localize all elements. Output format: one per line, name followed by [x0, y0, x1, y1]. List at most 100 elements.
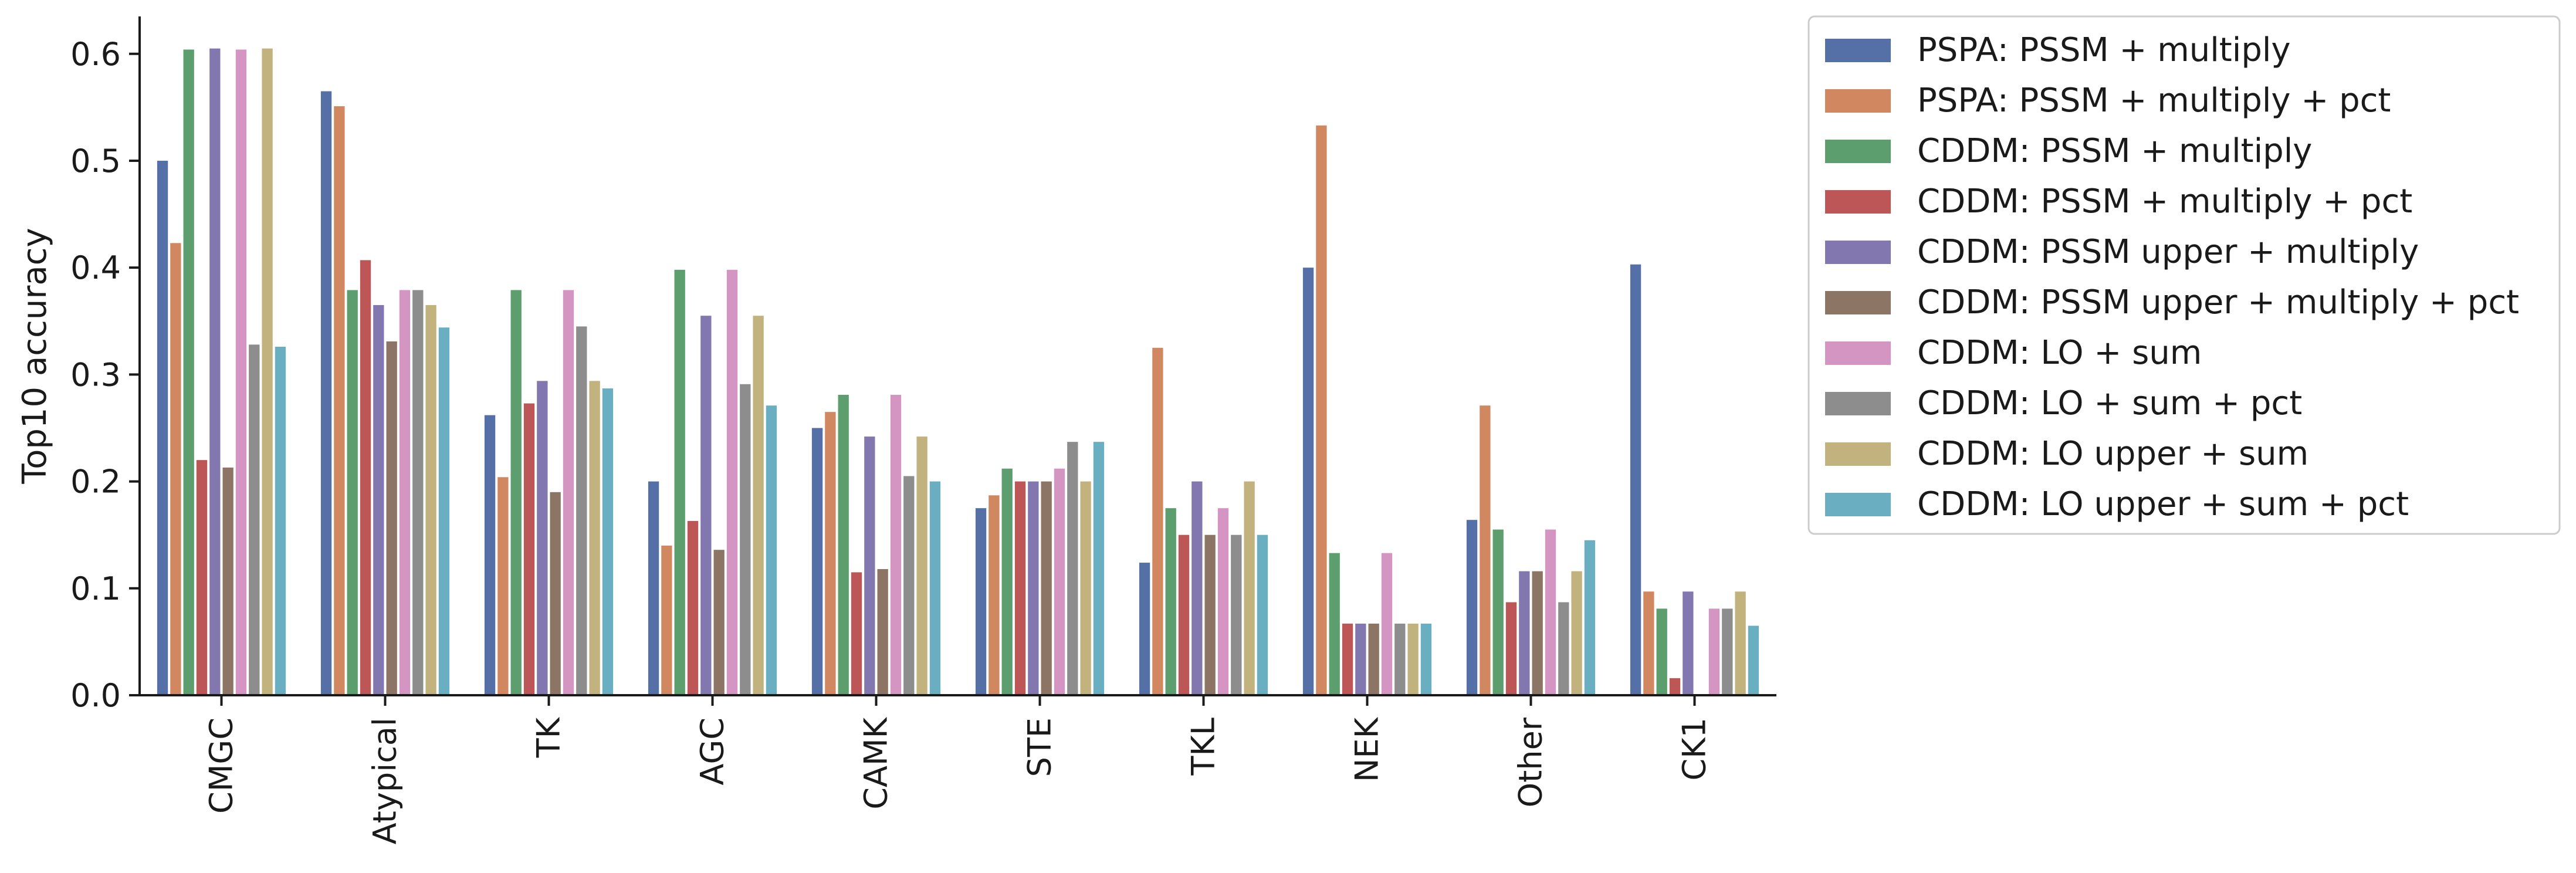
legend-label: CDDM: PSSM + multiply: [1917, 132, 2312, 170]
bar: [700, 316, 712, 695]
bar: [550, 492, 561, 695]
legend: PSPA: PSSM + multiply PSPA: PSSM + multip…: [1807, 15, 2561, 535]
bar: [170, 243, 181, 695]
bar: [753, 316, 764, 695]
bar: [412, 290, 424, 695]
bar: [563, 290, 574, 695]
bar: [811, 428, 823, 695]
x-tick-label: TK: [530, 716, 567, 758]
bar: [1368, 623, 1379, 695]
bar: [1480, 405, 1491, 695]
bar: [1329, 553, 1340, 695]
legend-swatch: [1825, 190, 1891, 214]
bar-group-tkl: [1139, 347, 1268, 695]
bar: [825, 412, 836, 695]
legend-swatch: [1825, 291, 1891, 314]
legend-label: CDDM: LO + sum + pct: [1917, 384, 2302, 422]
bar-group-nek: [1302, 125, 1432, 695]
bar: [1041, 481, 1052, 695]
bar: [262, 48, 273, 696]
bar: [1708, 608, 1720, 695]
legend-swatch: [1825, 39, 1891, 62]
bar: [877, 569, 888, 695]
y-tick-label: 0.2: [70, 463, 121, 500]
x-axis-ticks: CMGC Atypical TK AGC CAMK STE TKL NEK Other CK1: [203, 695, 1713, 844]
y-tick-label: 0.3: [70, 356, 121, 393]
bar: [1492, 529, 1504, 695]
bar: [399, 290, 411, 695]
bar: [916, 436, 928, 695]
legend-swatch: [1825, 442, 1891, 466]
bar: [674, 269, 685, 695]
bar: [373, 304, 384, 695]
bar: [661, 545, 672, 695]
bar: [320, 91, 332, 695]
bar: [975, 508, 987, 695]
bar: [484, 415, 496, 695]
bar-groups: [157, 48, 1759, 696]
bar: [1669, 678, 1681, 695]
legend-frame: [1807, 15, 2561, 535]
bar: [1355, 623, 1366, 695]
x-tick-label: Atypical: [367, 718, 404, 844]
bar: [1656, 608, 1667, 695]
x-tick-label: CK1: [1676, 718, 1713, 780]
bar-group-ste: [975, 442, 1105, 695]
bar: [1054, 468, 1065, 695]
bar: [1178, 534, 1190, 695]
bar: [1420, 623, 1432, 695]
bar: [1505, 602, 1517, 695]
legend-label: PSPA: PSSM + multiply: [1917, 31, 2291, 69]
bar: [838, 395, 849, 695]
legend-swatch: [1825, 89, 1891, 113]
bar: [1748, 625, 1759, 695]
x-tick-label: STE: [1021, 718, 1058, 777]
bar: [851, 572, 862, 695]
y-axis-title: Top10 accuracy: [16, 228, 54, 484]
x-tick-label: TKL: [1185, 718, 1222, 776]
bar: [726, 269, 738, 695]
bar: [183, 49, 194, 695]
legend-label: CDDM: PSSM upper + multiply: [1917, 233, 2419, 271]
bar: [1152, 347, 1163, 695]
bar: [1381, 553, 1393, 695]
bar: [209, 48, 221, 696]
legend-swatch: [1825, 140, 1891, 163]
legend-swatch: [1825, 341, 1891, 365]
bar: [1643, 591, 1654, 695]
bar: [890, 395, 902, 695]
bar: [1407, 623, 1419, 695]
bar: [602, 388, 614, 695]
bar-group-camk: [811, 395, 941, 695]
bar-group-ck1: [1630, 264, 1759, 695]
bar: [1191, 481, 1203, 695]
bar: [903, 476, 915, 695]
bar: [1231, 534, 1242, 695]
bar: [157, 160, 168, 695]
bar: [1466, 520, 1478, 695]
bar: [1244, 481, 1255, 695]
bar: [687, 521, 699, 695]
x-tick-label: NEK: [1349, 716, 1386, 782]
y-tick-label: 0.0: [70, 677, 121, 714]
bar: [1001, 468, 1013, 695]
bar: [766, 405, 777, 695]
bar: [235, 49, 247, 695]
bar: [1630, 264, 1641, 695]
y-tick-label: 0.6: [70, 36, 121, 73]
bar: [1571, 571, 1582, 695]
bar: [1165, 508, 1176, 695]
bar: [576, 326, 587, 695]
bar: [1204, 534, 1216, 695]
bar: [386, 341, 397, 695]
bar: [438, 327, 450, 695]
legend-label: PSPA: PSSM + multiply + pct: [1917, 82, 2391, 120]
bar-group-agc: [648, 269, 777, 695]
bar: [275, 347, 286, 695]
bar: [1532, 571, 1543, 695]
bar: [648, 481, 659, 695]
bar: [425, 304, 436, 695]
bar: [1316, 125, 1327, 695]
bar: [523, 403, 535, 695]
